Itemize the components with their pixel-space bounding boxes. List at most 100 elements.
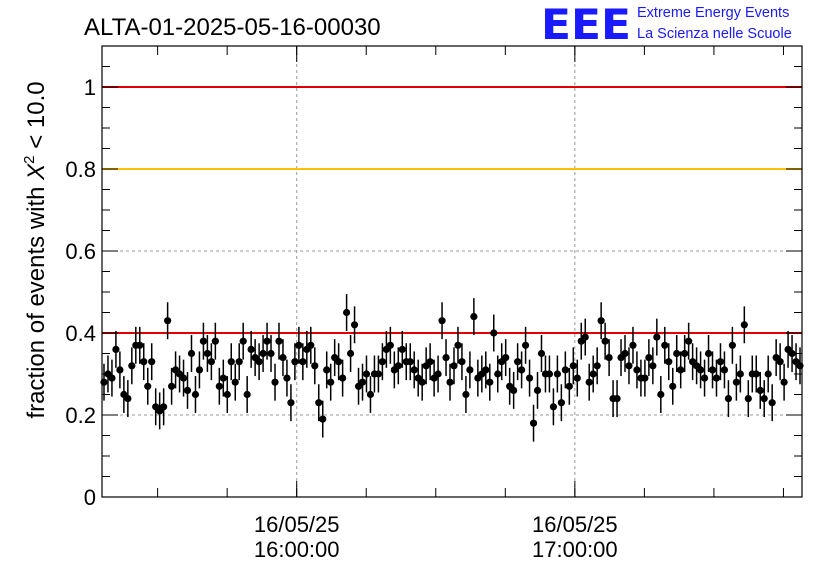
data-point	[553, 370, 561, 378]
grid-lines	[102, 46, 802, 497]
data-point	[466, 366, 474, 374]
data-point	[601, 337, 609, 345]
data-point	[545, 370, 554, 378]
data-point	[605, 354, 613, 362]
data-point	[589, 370, 597, 378]
data-point	[315, 399, 323, 407]
data-point	[239, 337, 247, 345]
data-point	[625, 362, 633, 370]
data-point	[561, 366, 569, 374]
data-point	[426, 358, 434, 366]
data-point	[720, 366, 729, 374]
y-axis-label-prefix: fraction of events with	[23, 180, 50, 419]
data-point	[295, 341, 303, 349]
data-point	[776, 358, 784, 366]
data-point	[398, 345, 406, 353]
data-point	[231, 378, 239, 386]
data-point	[760, 395, 768, 403]
data-point	[207, 358, 215, 366]
data-point	[442, 354, 450, 362]
data-point	[665, 358, 673, 366]
data-point	[565, 382, 573, 390]
data-point	[573, 374, 581, 382]
data-point	[362, 370, 371, 378]
y-axis-label-symbol: X	[23, 163, 50, 181]
data-point	[716, 358, 725, 366]
data-point	[696, 366, 705, 374]
data-point	[418, 378, 426, 386]
data-point	[537, 349, 546, 358]
run-title: ALTA-01-2025-05-16-00030	[84, 14, 381, 41]
data-point	[116, 366, 124, 374]
data-point	[581, 333, 589, 341]
data-point	[752, 370, 760, 378]
logo-line-1: Extreme Energy Events	[637, 5, 789, 21]
y-tick-label: 0.2	[65, 403, 96, 428]
data-point	[128, 362, 136, 370]
data-point	[279, 354, 287, 362]
data-point	[168, 382, 176, 390]
data-point	[335, 358, 343, 366]
data-point	[394, 362, 402, 370]
data-point	[160, 403, 168, 411]
data-point	[211, 337, 219, 345]
data-point	[518, 366, 526, 374]
data-point	[191, 390, 200, 399]
data-point	[299, 358, 307, 366]
plot-frame	[101, 45, 803, 498]
data-point	[653, 333, 661, 341]
data-point	[311, 362, 319, 370]
data-point	[140, 358, 148, 366]
data-point	[259, 349, 267, 358]
data-point	[502, 354, 510, 362]
data-point	[247, 345, 255, 353]
data-point	[681, 349, 689, 358]
data-point	[613, 395, 621, 403]
data-point	[307, 341, 315, 349]
y-axis-label-suffix: < 10.0	[23, 81, 50, 155]
data-point	[645, 354, 653, 362]
data-point	[219, 374, 227, 382]
data-point	[195, 366, 204, 374]
data-point	[183, 386, 192, 394]
y-tick-label: 0.6	[65, 239, 96, 264]
data-point	[788, 349, 796, 358]
data-point	[386, 341, 394, 349]
y-axis-label: fraction of events with X2 < 10.0	[21, 81, 50, 418]
data-point	[482, 366, 490, 374]
data-point	[724, 395, 733, 403]
data-point	[215, 382, 223, 390]
data-point	[406, 358, 414, 366]
data-point	[780, 378, 788, 386]
data-point	[649, 362, 657, 370]
data-point	[494, 370, 502, 378]
data-point	[446, 378, 454, 386]
data-point	[223, 390, 231, 399]
data-point	[736, 370, 744, 378]
data-point	[255, 358, 263, 366]
data-point	[510, 386, 518, 394]
data-point	[732, 378, 740, 386]
data-point	[179, 374, 188, 382]
y-tick-label: 0	[84, 485, 96, 510]
data-point	[621, 349, 629, 358]
data-points	[100, 294, 804, 442]
data-point	[164, 317, 172, 325]
data-point	[597, 317, 605, 325]
data-point	[633, 366, 641, 374]
data-point	[756, 386, 764, 394]
data-point	[203, 349, 211, 358]
data-point	[708, 366, 717, 374]
data-point	[593, 362, 601, 370]
data-point	[267, 349, 275, 358]
data-point	[327, 378, 335, 386]
data-point	[744, 395, 752, 403]
data-point	[287, 399, 295, 407]
data-point	[148, 358, 156, 366]
data-point	[227, 358, 235, 366]
data-point	[343, 308, 351, 317]
eee-logo: EEE Extreme Energy Events La Scienza nel…	[541, 0, 792, 49]
logo-line-2: La Scienza nelle Scuole	[637, 26, 792, 42]
data-point	[486, 378, 494, 386]
